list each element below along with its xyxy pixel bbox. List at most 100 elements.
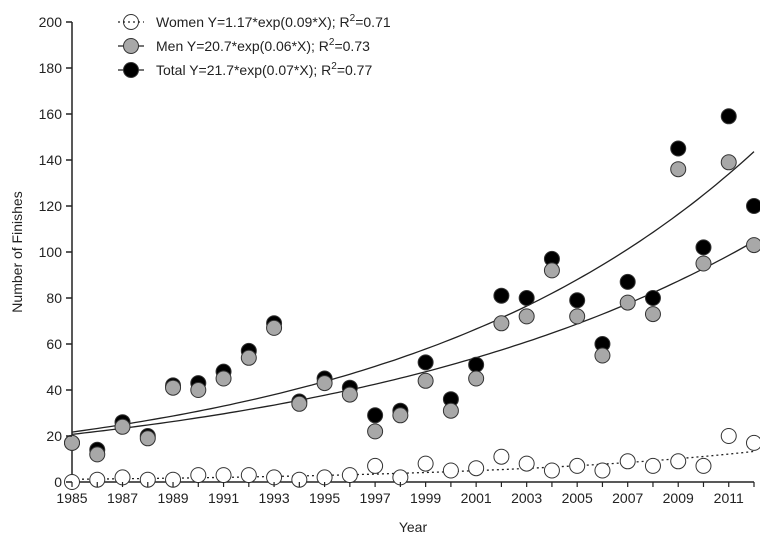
y-tick-label: 120	[39, 198, 63, 214]
women-point	[417, 455, 434, 472]
women-point	[190, 467, 207, 484]
men-fit-curve	[71, 240, 755, 436]
men-point	[518, 308, 535, 325]
women-point	[341, 467, 358, 484]
legend-women-name: Women	[156, 14, 208, 30]
x-tick-label: 2003	[511, 490, 542, 506]
women-fit-curve	[71, 450, 755, 480]
y-tick-label: 60	[46, 336, 62, 352]
men-point	[417, 372, 434, 389]
women-point	[720, 428, 737, 444]
x-tick-label: 2009	[663, 490, 694, 506]
y-tick-label: 40	[46, 382, 62, 398]
y-axis-title: Number of Finishes	[9, 191, 25, 312]
total-point	[695, 239, 712, 256]
y-tick-label: 20	[46, 428, 62, 444]
total-point	[417, 354, 434, 371]
legend-women-marker	[123, 14, 139, 30]
men-point	[139, 430, 156, 447]
women-point	[644, 457, 661, 474]
women-point	[139, 471, 156, 488]
women-point	[165, 471, 182, 488]
x-axis-title: Year	[399, 519, 428, 535]
women-point	[240, 467, 257, 484]
total-point	[619, 273, 636, 290]
total-point	[569, 292, 586, 309]
x-tick-label: 1993	[258, 490, 289, 506]
men-point	[367, 423, 384, 440]
legend-men-marker	[123, 38, 139, 54]
women-point	[518, 455, 535, 472]
total-point	[468, 356, 485, 373]
men-point	[114, 418, 131, 435]
men-point	[720, 154, 737, 171]
legend-men-superscript: 2	[329, 37, 335, 48]
legend-women-label: Women Y=1.17*exp(0.09*X); R2=0.71	[156, 13, 391, 30]
men-point	[695, 255, 712, 272]
data-points	[64, 108, 760, 490]
men-point	[569, 308, 586, 325]
men-point	[165, 379, 182, 396]
women-point	[594, 462, 611, 479]
women-point	[493, 448, 510, 465]
x-tick-label: 1991	[208, 490, 239, 506]
legend-men-name: Men	[156, 38, 187, 54]
total-point	[670, 140, 687, 157]
men-point	[266, 319, 283, 336]
y-tick-label: 160	[39, 106, 63, 122]
men-point	[442, 402, 459, 419]
men-point	[64, 434, 80, 451]
total-point	[720, 108, 737, 125]
men-point	[240, 349, 257, 366]
men-point	[291, 395, 308, 412]
men-point	[644, 306, 661, 323]
legend-total-label: Total Y=21.7*exp(0.07*X); R2=0.77	[156, 61, 372, 78]
legend-total-superscript: 2	[331, 61, 337, 72]
women-point	[543, 462, 560, 479]
y-tick-label: 0	[54, 474, 62, 490]
total-point	[746, 198, 760, 214]
legend-total-name: Total	[156, 62, 189, 78]
total-point	[367, 407, 384, 424]
men-point	[594, 347, 611, 364]
men-point	[215, 370, 232, 387]
men-point	[746, 237, 760, 254]
women-point	[367, 457, 384, 474]
total-point	[518, 290, 535, 306]
legend-women-r2: =0.71	[355, 14, 391, 30]
legend-men-r2: =0.73	[334, 38, 370, 54]
legend-women-superscript: 2	[350, 13, 356, 24]
women-point	[569, 457, 586, 474]
legend-men-equation: Y=20.7*exp(0.06*X); R	[187, 38, 329, 54]
legend-total-r2: =0.77	[337, 62, 373, 78]
women-point	[695, 457, 712, 474]
legend-total-equation: Y=21.7*exp(0.07*X); R	[189, 62, 331, 78]
men-point	[392, 407, 409, 424]
x-tick-label: 1995	[309, 490, 340, 506]
total-fit-curve	[71, 151, 755, 433]
y-tick-label: 180	[39, 60, 63, 76]
x-axis-ticks: 1985 1987 1989 1991 1993 1995 1997 1999 2001 2003…	[56, 482, 755, 506]
x-tick-label: 1999	[410, 490, 441, 506]
y-axis-ticks: 0 20 40 60 80 100 120 140 160 180 200	[39, 14, 72, 490]
x-tick-label: 2007	[612, 490, 643, 506]
plot-area	[71, 22, 754, 483]
y-tick-label: 140	[39, 152, 63, 168]
women-point	[291, 471, 308, 488]
total-point	[644, 290, 661, 306]
men-point	[493, 315, 510, 332]
fit-curves	[71, 151, 755, 480]
men-point	[190, 382, 207, 398]
legend-men-label: Men Y=20.7*exp(0.06*X); R2=0.73	[156, 37, 370, 54]
men-point	[468, 370, 485, 387]
x-tick-label: 2001	[461, 490, 492, 506]
x-tick-label: 1985	[56, 490, 87, 506]
y-tick-label: 80	[46, 290, 62, 306]
legend-women-equation: Y=1.17*exp(0.09*X); R	[208, 14, 350, 30]
x-tick-label: 2005	[562, 490, 593, 506]
legend-total-marker	[123, 62, 139, 78]
women-point	[670, 453, 687, 470]
x-tick-label: 1997	[360, 490, 391, 506]
